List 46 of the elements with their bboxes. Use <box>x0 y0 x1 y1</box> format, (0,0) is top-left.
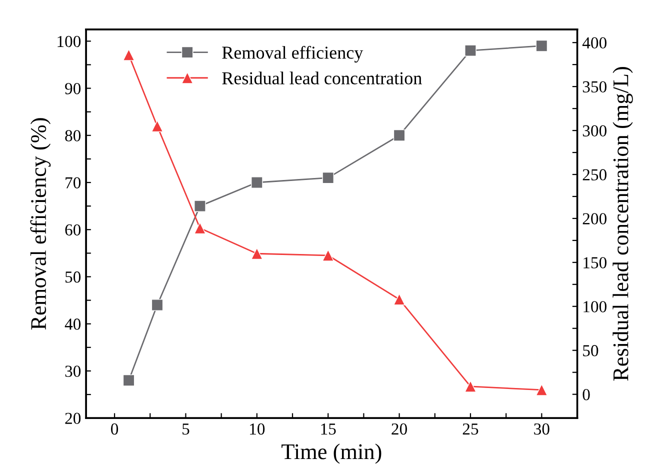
y2-tick-label: 150 <box>584 257 606 268</box>
point <box>151 120 164 132</box>
point <box>251 176 263 188</box>
x-tick-label: 15 <box>321 423 336 435</box>
y-tick-label: 20 <box>65 412 81 424</box>
x-tick-label: 10 <box>250 423 265 435</box>
y2-tick-label: 300 <box>582 125 606 136</box>
point <box>393 293 406 306</box>
y2-tick-label: 200 <box>582 213 606 224</box>
x-tick-label: 30 <box>534 423 550 435</box>
y2-tick-label: 350 <box>582 81 606 92</box>
point <box>536 40 548 52</box>
y2-tick-label: 100 <box>584 301 606 312</box>
point <box>393 129 406 142</box>
y2-tick-label: 250 <box>582 169 606 180</box>
point <box>122 374 135 386</box>
x-tick-label: 25 <box>462 423 478 435</box>
y-tick-label: 50 <box>66 271 81 283</box>
point <box>194 222 206 234</box>
y-tick-label: 100 <box>58 36 81 48</box>
legend-label: Residual lead concentration <box>222 72 422 84</box>
x-axis-title: Time (min) <box>282 444 382 464</box>
y-tick-label: 30 <box>65 366 81 377</box>
point <box>464 380 476 392</box>
point <box>322 172 334 184</box>
point <box>464 44 476 56</box>
point <box>322 249 334 262</box>
y-axis-title: Removal efficiency (%) <box>30 118 51 330</box>
point <box>194 200 206 212</box>
y-tick-label: 90 <box>65 82 81 94</box>
y2-axis-title: Residual lead concentration (mg/L) <box>612 67 633 381</box>
point <box>151 299 164 311</box>
y-tick-label: 80 <box>65 130 81 142</box>
y-tick-label: 70 <box>66 177 81 188</box>
y2-tick-label: 50 <box>583 345 598 356</box>
y2-tick-label: 0 <box>582 389 590 400</box>
x-tick-label: 20 <box>392 423 407 435</box>
point <box>122 48 135 61</box>
point <box>251 248 263 260</box>
x-tick-label: 0 <box>111 423 118 435</box>
y2-tick-label: 400 <box>582 37 606 49</box>
x-tick-label: 5 <box>182 424 190 435</box>
y-tick-label: 40 <box>64 318 81 330</box>
legend-label: Removal efficiency <box>222 46 364 63</box>
y-tick-label: 60 <box>65 224 81 236</box>
point <box>536 384 548 396</box>
